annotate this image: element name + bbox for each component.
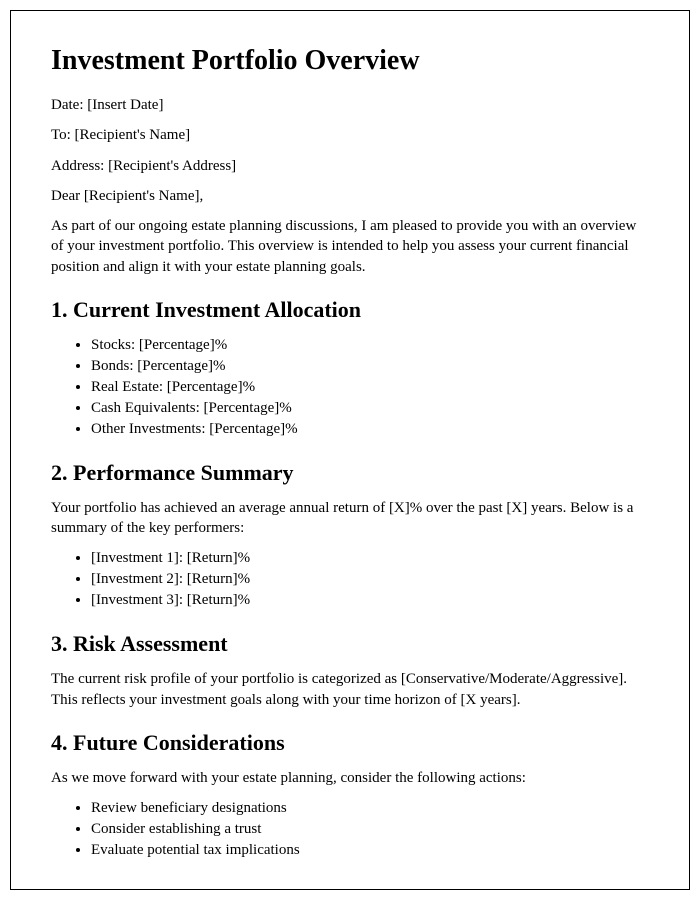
future-body: As we move forward with your estate plan… bbox=[51, 768, 649, 788]
performance-body: Your portfolio has achieved an average a… bbox=[51, 498, 649, 539]
page-title: Investment Portfolio Overview bbox=[51, 45, 649, 77]
list-item: Stocks: [Percentage]% bbox=[91, 335, 649, 356]
list-item: [Investment 2]: [Return]% bbox=[91, 569, 649, 590]
list-item: Bonds: [Percentage]% bbox=[91, 356, 649, 377]
risk-body: The current risk profile of your portfol… bbox=[51, 669, 649, 710]
to-line: To: [Recipient's Name] bbox=[51, 125, 649, 145]
list-item: Evaluate potential tax implications bbox=[91, 840, 649, 861]
section-performance-heading: 2. Performance Summary bbox=[51, 460, 649, 486]
section-risk-heading: 3. Risk Assessment bbox=[51, 631, 649, 657]
list-item: Real Estate: [Percentage]% bbox=[91, 377, 649, 398]
address-line: Address: [Recipient's Address] bbox=[51, 156, 649, 176]
list-item: [Investment 3]: [Return]% bbox=[91, 590, 649, 611]
section-allocation-heading: 1. Current Investment Allocation bbox=[51, 297, 649, 323]
performance-list: [Investment 1]: [Return]% [Investment 2]… bbox=[51, 548, 649, 611]
salutation-line: Dear [Recipient's Name], bbox=[51, 186, 649, 206]
allocation-list: Stocks: [Percentage]% Bonds: [Percentage… bbox=[51, 335, 649, 440]
list-item: Cash Equivalents: [Percentage]% bbox=[91, 398, 649, 419]
section-future-heading: 4. Future Considerations bbox=[51, 730, 649, 756]
list-item: Review beneficiary designations bbox=[91, 798, 649, 819]
list-item: Other Investments: [Percentage]% bbox=[91, 419, 649, 440]
date-line: Date: [Insert Date] bbox=[51, 95, 649, 115]
list-item: Consider establishing a trust bbox=[91, 819, 649, 840]
intro-paragraph: As part of our ongoing estate planning d… bbox=[51, 216, 649, 277]
list-item: [Investment 1]: [Return]% bbox=[91, 548, 649, 569]
future-list: Review beneficiary designations Consider… bbox=[51, 798, 649, 861]
document-page: Investment Portfolio Overview Date: [Ins… bbox=[10, 10, 690, 890]
